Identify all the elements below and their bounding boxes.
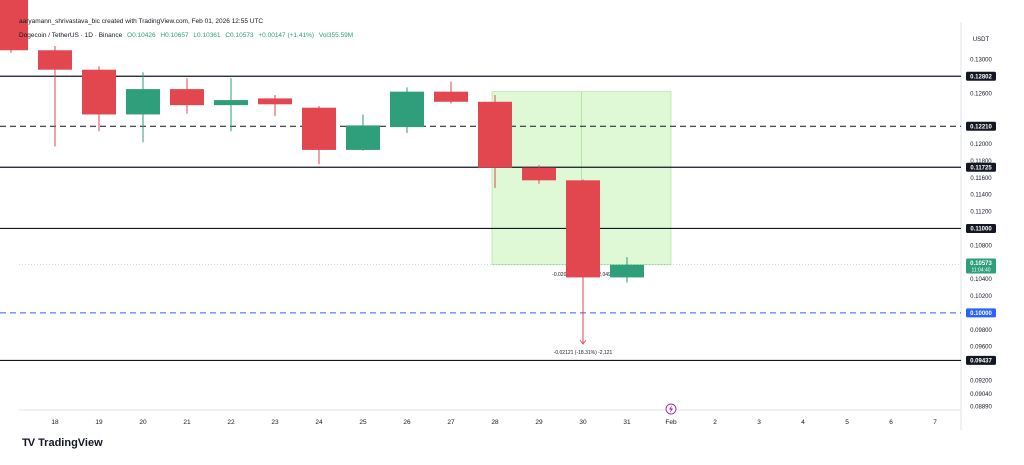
x-tick-label: Feb bbox=[665, 419, 677, 426]
current-price-label: 0.10573 bbox=[970, 261, 992, 267]
y-tick-label: 0.09040 bbox=[970, 392, 992, 398]
candle-body[interactable] bbox=[214, 100, 248, 106]
x-tick-label: 6 bbox=[889, 419, 893, 426]
x-tick-label: 24 bbox=[315, 419, 323, 426]
open-value: O0.10426 bbox=[127, 32, 156, 39]
level-price-label: 0.11725 bbox=[970, 166, 992, 172]
y-tick-label: 0.10400 bbox=[970, 277, 992, 283]
x-tick-label: 20 bbox=[139, 419, 147, 426]
candle-body[interactable] bbox=[346, 125, 380, 150]
symbol-info-bar: Dogecoin / TetherUS · 1D · Binance O0.10… bbox=[19, 32, 353, 39]
y-tick-label: 0.12000 bbox=[970, 142, 992, 148]
y-tick-label: 0.09200 bbox=[970, 378, 992, 384]
x-tick-label: 27 bbox=[447, 419, 455, 426]
chart-credit: aaryamann_shrivastava_bic created with T… bbox=[19, 18, 264, 25]
x-tick-label: 31 bbox=[623, 419, 631, 426]
tradingview-brand[interactable]: TV TradingView bbox=[22, 437, 103, 449]
level-price-tag bbox=[966, 223, 996, 233]
low-value: L0.10361 bbox=[193, 32, 221, 39]
candle-body[interactable] bbox=[434, 91, 468, 102]
level-price-tag bbox=[966, 162, 996, 172]
y-tick-label: 0.09600 bbox=[970, 345, 992, 351]
countdown-label: 11:04:40 bbox=[971, 268, 990, 274]
candle-body[interactable] bbox=[126, 89, 160, 115]
level-price-tag bbox=[966, 308, 996, 318]
y-tick-label: 0.11600 bbox=[970, 176, 992, 182]
x-tick-label: 28 bbox=[491, 419, 499, 426]
currency-label: USDT bbox=[973, 37, 990, 43]
brand-name: TradingView bbox=[38, 437, 103, 449]
candle-body[interactable] bbox=[258, 98, 292, 105]
y-tick-label: 0.12600 bbox=[970, 91, 992, 97]
symbol-name[interactable]: Dogecoin / TetherUS · 1D · Binance bbox=[19, 32, 123, 39]
x-tick-label: 25 bbox=[359, 419, 367, 426]
level-price-tag bbox=[966, 71, 996, 81]
level-price-label: 0.09437 bbox=[970, 359, 992, 365]
high-value: H0.10657 bbox=[160, 32, 189, 39]
x-tick-label: 7 bbox=[933, 419, 937, 426]
x-tick-label: 22 bbox=[227, 419, 235, 426]
drop-arrow-label: -0.02121 (-18.31%) -2,121 bbox=[554, 350, 613, 356]
current-price-tag bbox=[966, 258, 996, 274]
level-price-tag bbox=[966, 121, 996, 131]
x-tick-label: 18 bbox=[51, 419, 59, 426]
x-tick-label: 5 bbox=[845, 419, 849, 426]
candle-body[interactable] bbox=[522, 167, 556, 181]
level-price-label: 0.12210 bbox=[970, 125, 992, 131]
close-value: C0.10573 bbox=[225, 32, 254, 39]
candle-body[interactable] bbox=[566, 180, 600, 278]
x-tick-label: 2 bbox=[713, 419, 717, 426]
level-price-label: 0.12802 bbox=[970, 75, 992, 81]
x-tick-label: 19 bbox=[95, 419, 103, 426]
candle-body[interactable] bbox=[38, 50, 72, 70]
y-tick-label: 0.13000 bbox=[970, 58, 992, 64]
y-tick-label: 0.11800 bbox=[970, 159, 992, 165]
candle-body[interactable] bbox=[390, 91, 424, 128]
y-tick-label: 0.11200 bbox=[970, 210, 992, 216]
lightning-icon bbox=[669, 405, 673, 413]
level-price-label: 0.11000 bbox=[970, 227, 992, 233]
change-value: +0.00147 (+1.41%) bbox=[258, 32, 315, 39]
y-tick-label: 0.09800 bbox=[970, 328, 992, 334]
x-tick-label: 26 bbox=[403, 419, 411, 426]
x-tick-label: 30 bbox=[579, 419, 587, 426]
y-tick-label: 0.10200 bbox=[970, 294, 992, 300]
candle-body[interactable] bbox=[610, 264, 644, 278]
tradingview-logo-icon: TV bbox=[22, 437, 35, 449]
y-tick-label: 0.10800 bbox=[970, 243, 992, 249]
x-tick-label: 21 bbox=[183, 419, 191, 426]
level-price-tag bbox=[966, 355, 996, 365]
x-tick-label: 29 bbox=[535, 419, 543, 426]
x-tick-label: 23 bbox=[271, 419, 279, 426]
x-tick-label: 3 bbox=[757, 419, 761, 426]
level-price-label: 0.10000 bbox=[970, 311, 992, 317]
drop-arrow-head-icon bbox=[579, 339, 587, 345]
candle-body[interactable] bbox=[478, 101, 512, 168]
candle-body[interactable] bbox=[302, 107, 336, 150]
candle-body[interactable] bbox=[170, 89, 204, 106]
candle-body[interactable] bbox=[0, 0, 28, 51]
y-tick-label: 0.11400 bbox=[970, 193, 992, 199]
candle-body[interactable] bbox=[82, 69, 116, 115]
x-tick-label: 4 bbox=[801, 419, 805, 426]
y-tick-label: 0.08890 bbox=[970, 405, 992, 411]
volume-value: Vol355.59M bbox=[318, 32, 354, 39]
